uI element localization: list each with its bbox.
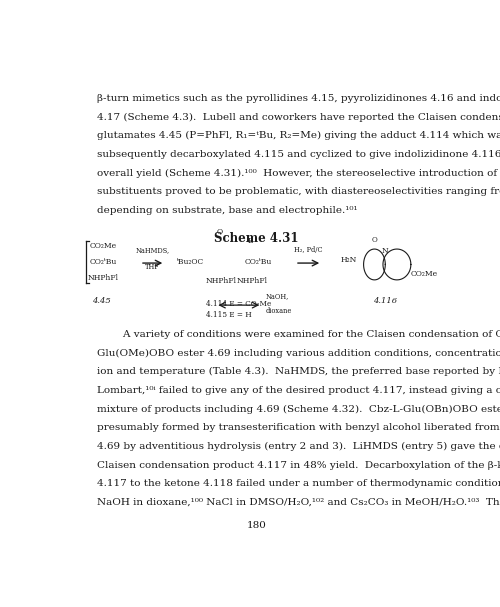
Text: depending on substrate, base and electrophile.¹⁰¹: depending on substrate, base and electro…: [98, 206, 358, 215]
Text: substituents proved to be problematic, with diastereoselectivities ranging from : substituents proved to be problematic, w…: [98, 188, 500, 196]
Text: overall yield (Scheme 4.31).¹⁰⁰  However, the stereoselective introduction of va: overall yield (Scheme 4.31).¹⁰⁰ However,…: [98, 169, 500, 178]
Text: NaOH in dioxane,¹⁰⁰ NaCl in DMSO/H₂O,¹⁰² and Cs₂CO₃ in MeOH/H₂O.¹⁰³  The highly: NaOH in dioxane,¹⁰⁰ NaCl in DMSO/H₂O,¹⁰²…: [98, 498, 500, 507]
Text: Scheme 4.31: Scheme 4.31: [214, 232, 298, 245]
Text: CO₂ᵗBu: CO₂ᵗBu: [244, 258, 272, 266]
Text: NHPhFl: NHPhFl: [206, 277, 237, 285]
Text: ​4.69 by adventitious hydrolysis (entry 2 and 3).  LiHMDS (entry 5) gave the des: ​4.69 by adventitious hydrolysis (entry …: [98, 442, 500, 451]
Text: ion and temperature (Table 4.3).  NaHMDS, the preferred base reported by Lubell : ion and temperature (Table 4.3). NaHMDS,…: [98, 367, 500, 376]
Text: ​4.17 (Scheme 4.3).  Lubell and coworkers have reported the Claisen condensation: ​4.17 (Scheme 4.3). Lubell and coworkers…: [98, 112, 500, 121]
Text: ᵗBu₂OC: ᵗBu₂OC: [176, 258, 204, 266]
Text: Claisen condensation product ​4.117 in 48% yield.  Decarboxylation of the β-keto: Claisen condensation product ​4.117 in 4…: [98, 461, 500, 470]
Text: NHPhFl: NHPhFl: [88, 274, 118, 282]
Text: A variety of conditions were examined for the Claisen condensation of Cbz-L-: A variety of conditions were examined fo…: [98, 330, 500, 339]
Text: 4.114 E = CO₂Me: 4.114 E = CO₂Me: [206, 299, 271, 308]
Text: CO₂Me: CO₂Me: [410, 270, 438, 278]
Text: NaHMDS,: NaHMDS,: [136, 246, 170, 254]
Text: 4.115 E = H: 4.115 E = H: [206, 311, 252, 319]
Text: 4.116: 4.116: [373, 297, 397, 305]
Text: O: O: [216, 228, 222, 236]
Text: 180: 180: [246, 521, 266, 530]
Text: Glu(OMe)OBO ester ​4.69 including various addition conditions, concentrations, c: Glu(OMe)OBO ester ​4.69 including variou…: [98, 348, 500, 358]
Text: H₂, Pd/C: H₂, Pd/C: [294, 246, 323, 254]
Text: O: O: [372, 236, 378, 245]
Text: THF: THF: [145, 263, 160, 271]
Text: N: N: [382, 248, 388, 256]
Text: CO₂ᵗBu: CO₂ᵗBu: [90, 258, 117, 266]
Text: CO₂Me: CO₂Me: [90, 242, 117, 249]
Text: Lombart,¹⁰ⁱ failed to give any of the desired product ​4.117, instead giving a c: Lombart,¹⁰ⁱ failed to give any of the de…: [98, 386, 500, 395]
Text: 4.45: 4.45: [92, 297, 110, 305]
Text: H₂N: H₂N: [340, 256, 357, 264]
Text: dioxane: dioxane: [266, 308, 292, 316]
Text: β-turn mimetics such as the pyrollidines ​4.15, pyyrolizidinones ​4.16 and indol: β-turn mimetics such as the pyrollidines…: [98, 94, 500, 103]
Text: NHPhFl: NHPhFl: [237, 277, 268, 285]
Text: NaOH,: NaOH,: [266, 293, 289, 300]
Text: mixture of products including ​4.69 (Scheme 4.32).  Cbz-L-Glu(OBn)OBO ester ​4.7: mixture of products including ​4.69 (Sch…: [98, 405, 500, 414]
Text: E: E: [248, 237, 253, 245]
Text: presumably formed by transesterification with benzyl alcohol liberated from the : presumably formed by transesterification…: [98, 424, 500, 432]
Text: ​4.117 to the ketone ​4.118 failed under a number of thermodynamic conditions in: ​4.117 to the ketone ​4.118 failed under…: [98, 480, 500, 489]
Text: subsequently decarboxylated ​4.115 and cyclized to give indolizidinone ​4.116 in: subsequently decarboxylated ​4.115 and c…: [98, 150, 500, 159]
Text: glutamates ​4.45 (P=PhFl, R₁=ᵗBu, R₂=Me) giving the adduct ​4.114 which was: glutamates ​4.45 (P=PhFl, R₁=ᵗBu, R₂=Me)…: [98, 131, 500, 140]
